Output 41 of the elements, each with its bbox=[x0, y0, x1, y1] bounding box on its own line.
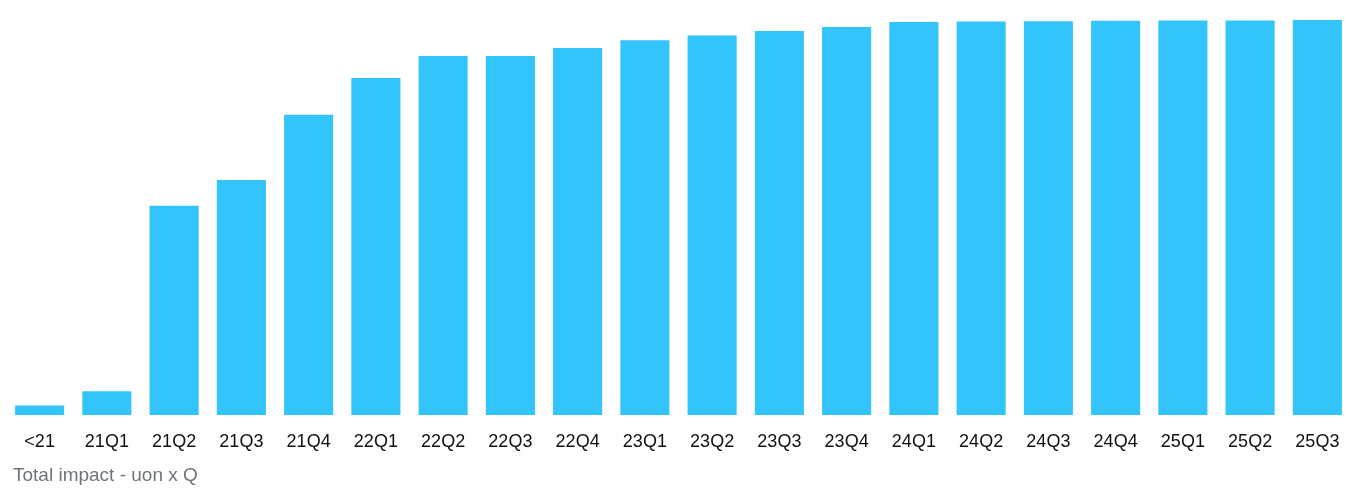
bar bbox=[485, 55, 535, 415]
bar bbox=[82, 391, 132, 415]
bar bbox=[754, 31, 804, 415]
bar bbox=[15, 405, 65, 415]
x-tick-label: 24Q4 bbox=[1093, 431, 1138, 451]
bar bbox=[1023, 21, 1073, 415]
bar bbox=[553, 48, 603, 415]
x-tick-label: 22Q4 bbox=[555, 431, 600, 451]
x-tick-label: 25Q2 bbox=[1228, 431, 1273, 451]
bar bbox=[822, 27, 872, 415]
x-tick-label: 21Q3 bbox=[219, 431, 264, 451]
bar bbox=[1292, 20, 1342, 415]
x-tick-label: 22Q3 bbox=[488, 431, 533, 451]
x-tick-label: 25Q1 bbox=[1160, 431, 1205, 451]
x-tick-label: 25Q3 bbox=[1295, 431, 1340, 451]
x-tick-label: 21Q2 bbox=[152, 431, 197, 451]
bar bbox=[149, 205, 199, 415]
x-tick-label: 22Q1 bbox=[353, 431, 398, 451]
bar bbox=[1225, 20, 1275, 415]
x-tick-label: 23Q4 bbox=[824, 431, 869, 451]
x-tick-label: 23Q2 bbox=[690, 431, 735, 451]
x-tick-label: 24Q3 bbox=[1026, 431, 1071, 451]
text: Total impact - uon x Q bbox=[13, 464, 198, 485]
x-tick-label: <21 bbox=[24, 431, 55, 451]
x-tick-label: 24Q2 bbox=[959, 431, 1004, 451]
bar bbox=[620, 40, 670, 415]
bar bbox=[687, 35, 737, 415]
bar bbox=[1158, 20, 1208, 415]
bar bbox=[418, 55, 468, 415]
bar bbox=[1091, 20, 1141, 415]
x-tick-label: 23Q1 bbox=[622, 431, 667, 451]
x-tick-label: 22Q2 bbox=[421, 431, 466, 451]
x-tick-label: 23Q3 bbox=[757, 431, 802, 451]
x-tick-label: 21Q4 bbox=[286, 431, 331, 451]
bar bbox=[956, 21, 1006, 415]
x-tick-label: 24Q1 bbox=[891, 431, 936, 451]
bar bbox=[284, 114, 334, 415]
x-tick-label: 21Q1 bbox=[84, 431, 129, 451]
bar bbox=[351, 78, 401, 415]
bar bbox=[216, 179, 266, 415]
bar bbox=[889, 21, 939, 415]
